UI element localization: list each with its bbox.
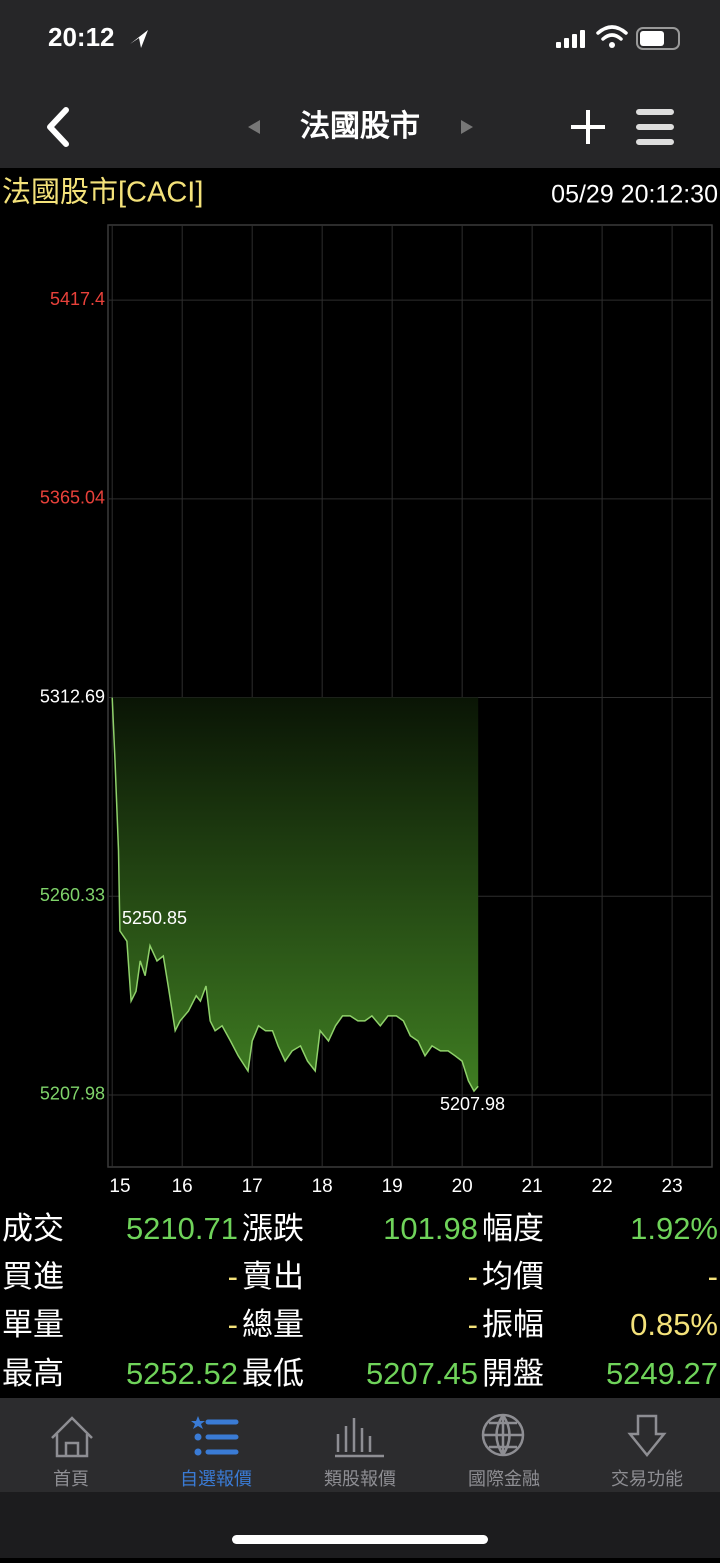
quote-time: 05/29 20:12:30 (551, 181, 718, 209)
field-label: 開盤 (482, 1356, 544, 1391)
field-label: 買進 (2, 1259, 64, 1294)
field-value: - (228, 1259, 238, 1294)
high-annotation: 5250.85 (122, 908, 187, 928)
quote-table: 成交 5210.71 漲跌 101.98 幅度 1.92%買進 - 賣出 - 均價 -單量 - 總量 - 振… (2, 1211, 718, 1391)
x-tick-label: 22 (592, 1176, 613, 1197)
quote-name: 法國股市[CACI] (2, 176, 203, 209)
field-value: - (468, 1259, 478, 1294)
tab-label[interactable]: 國際金融 (468, 1469, 540, 1489)
x-tick-label: 23 (662, 1176, 683, 1197)
field-value: - (228, 1307, 238, 1342)
tab-icons (51, 1413, 667, 1458)
back-button[interactable] (47, 107, 69, 147)
field-value: 5207.45 (366, 1356, 478, 1391)
field-label: 賣出 (242, 1259, 304, 1294)
x-tick-label: 21 (522, 1176, 543, 1197)
x-tick-label: 15 (109, 1176, 130, 1197)
y-tick-label: 5365.04 (40, 488, 105, 508)
field-value: 1.92% (630, 1211, 718, 1246)
field-value: 5210.71 (126, 1211, 238, 1246)
field-value: 5249.27 (606, 1356, 718, 1391)
top-bar-bg (0, 0, 720, 168)
x-tick-label: 19 (382, 1176, 403, 1197)
field-value: - (708, 1259, 718, 1294)
field-label: 單量 (2, 1307, 64, 1342)
location-icon (130, 30, 148, 48)
y-tick-label: 5312.69 (40, 686, 105, 706)
price-chart: 5417.4 5365.04 5312.69 5260.33 5207.98 15 16 17… (40, 224, 713, 1197)
home-area (0, 1492, 720, 1558)
field-value: 101.98 (383, 1211, 478, 1246)
status-time: 20:12 (48, 22, 115, 52)
tab-label[interactable]: 首頁 (53, 1469, 89, 1489)
field-label: 最低 (242, 1356, 304, 1391)
price-line (111, 697, 479, 1093)
y-tick-label: 5207.98 (40, 1084, 105, 1104)
field-value: - (468, 1307, 478, 1342)
y-tick-label: 5417.4 (50, 289, 105, 309)
field-value: 5252.52 (126, 1356, 238, 1391)
field-label: 幅度 (482, 1211, 544, 1246)
field-label: 最高 (2, 1356, 64, 1391)
x-tick-label: 17 (242, 1176, 263, 1197)
home-indicator (232, 1535, 488, 1544)
wifi-icon (596, 25, 628, 41)
next-market[interactable] (461, 120, 473, 134)
tab-bar-bg (0, 1398, 720, 1492)
signal-icon (556, 30, 585, 48)
price-area (112, 697, 479, 1092)
x-tick-label: 18 (312, 1176, 333, 1197)
tab-label[interactable]: 類股報價 (324, 1469, 396, 1489)
x-tick-label: 16 (172, 1176, 193, 1197)
x-tick-label: 20 (452, 1176, 473, 1197)
field-label: 成交 (2, 1211, 64, 1246)
y-tick-label: 5260.33 (40, 885, 105, 905)
field-label: 總量 (242, 1307, 304, 1342)
field-label: 振幅 (482, 1307, 544, 1342)
plot-frame (107, 224, 713, 1168)
low-annotation: 5207.98 (440, 1094, 505, 1114)
tab-label[interactable]: 自選報價 (180, 1469, 252, 1489)
field-value: 0.85% (630, 1307, 718, 1342)
tab-label[interactable]: 交易功能 (611, 1469, 683, 1489)
tab-bar: 首頁 自選報價 類股報價 國際金融 交易功能 (53, 1469, 683, 1489)
field-label: 漲跌 (242, 1211, 304, 1246)
prev-market[interactable] (248, 120, 260, 134)
battery (636, 27, 680, 50)
nav-title: 法國股市 (300, 109, 420, 143)
field-label: 均價 (482, 1259, 544, 1294)
wifi-dot (609, 42, 615, 48)
add-button[interactable] (571, 110, 605, 144)
menu-button[interactable] (636, 109, 674, 145)
battery-level (640, 31, 664, 46)
